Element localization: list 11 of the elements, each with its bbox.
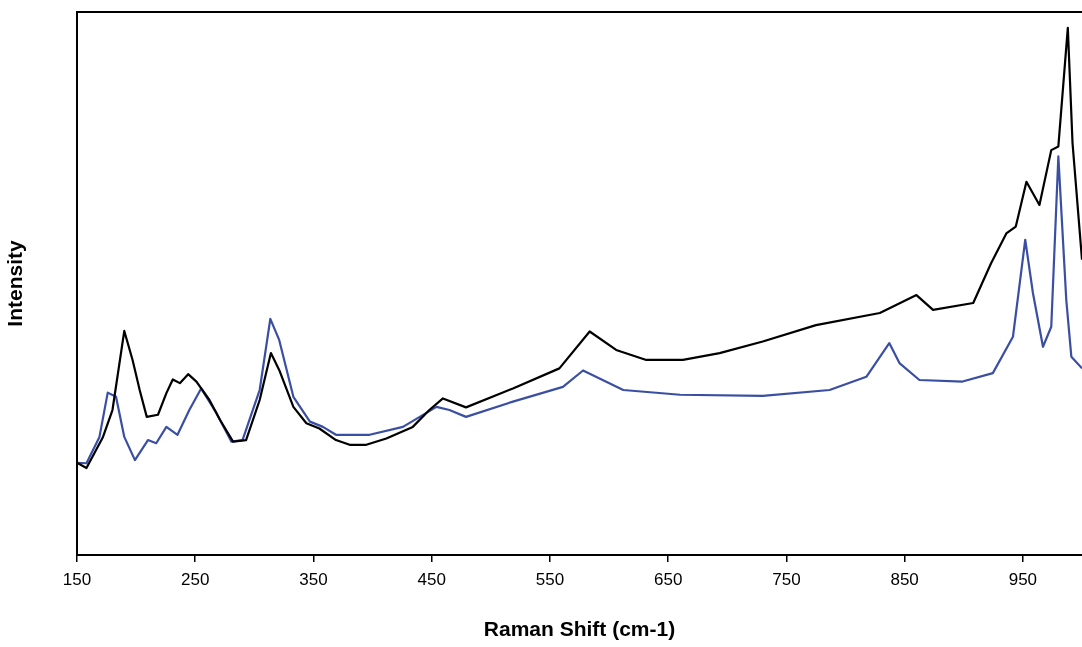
x-axis-title: Raman Shift (cm-1) xyxy=(483,617,676,641)
x-tick-label: 650 xyxy=(653,569,683,589)
y-axis-title: Intensity xyxy=(3,240,27,327)
x-tick-label: 450 xyxy=(417,569,446,589)
x-tick-label: 550 xyxy=(535,569,565,589)
x-tick-label: 350 xyxy=(299,569,328,589)
x-tick-label: 250 xyxy=(181,569,210,589)
x-tick-label: 950 xyxy=(1008,569,1038,589)
x-tick-label: 150 xyxy=(62,569,92,589)
x-tick-label: 850 xyxy=(890,569,919,589)
x-tick-label: 750 xyxy=(772,569,801,589)
